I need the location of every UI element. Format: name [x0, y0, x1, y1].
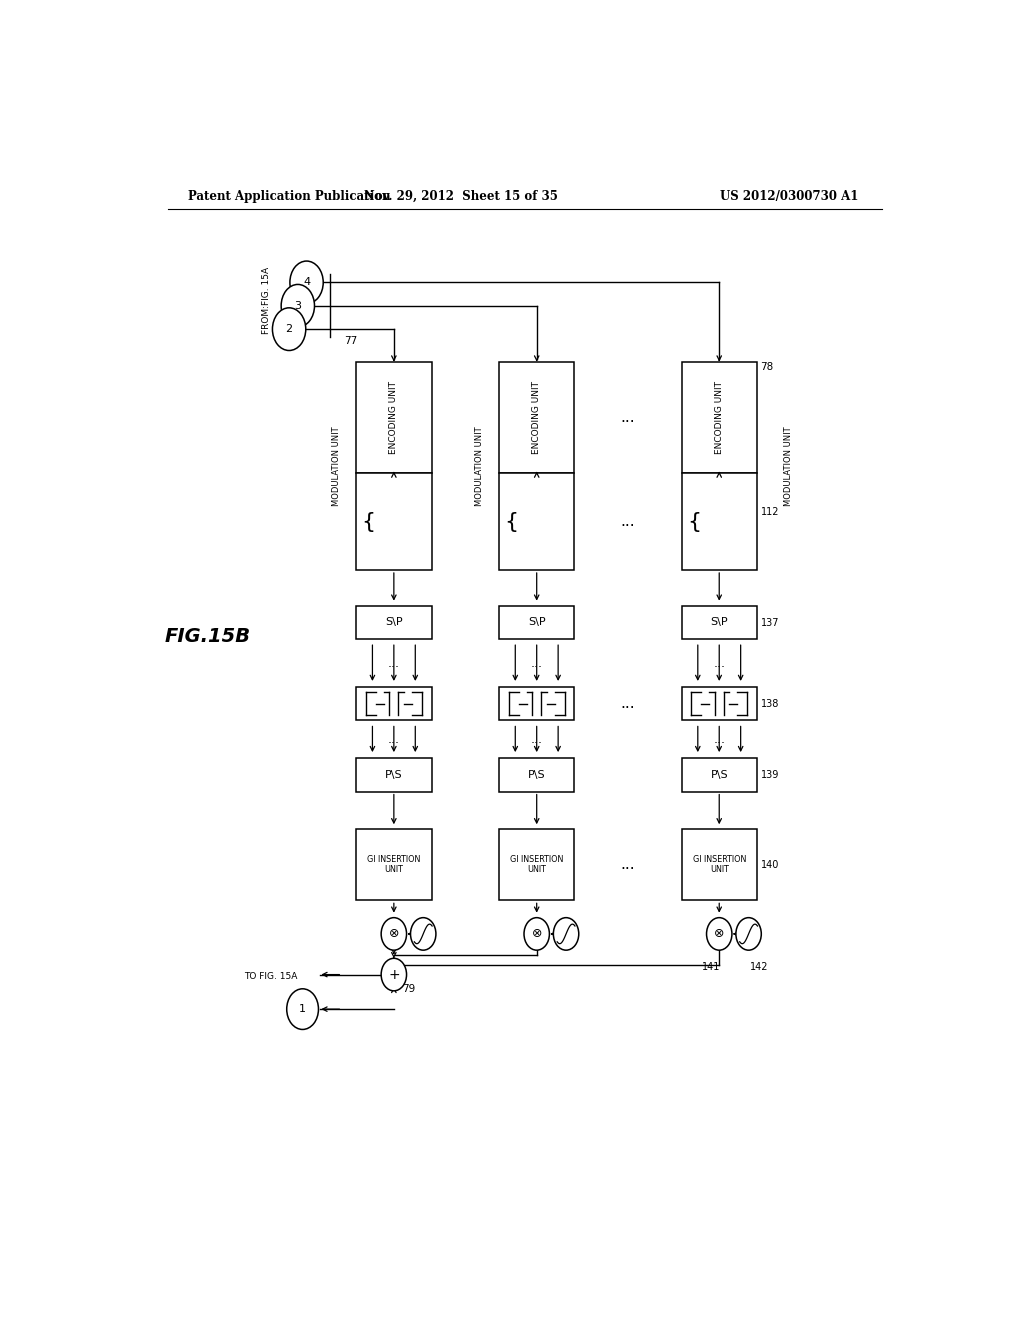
Text: GI INSERTION
UNIT: GI INSERTION UNIT	[692, 855, 745, 874]
Text: Nov. 29, 2012  Sheet 15 of 35: Nov. 29, 2012 Sheet 15 of 35	[365, 190, 558, 202]
Text: ⊗: ⊗	[531, 928, 542, 940]
Text: P\S: P\S	[711, 770, 728, 780]
Bar	[682, 829, 757, 900]
Text: 112: 112	[761, 507, 779, 517]
Bar	[356, 362, 431, 474]
Bar	[499, 362, 574, 474]
Text: ...: ...	[621, 411, 635, 425]
Text: ...: ...	[621, 515, 635, 529]
Text: {: {	[505, 512, 519, 532]
Circle shape	[381, 917, 407, 950]
Circle shape	[736, 917, 761, 950]
Circle shape	[553, 917, 579, 950]
Text: US 2012/0300730 A1: US 2012/0300730 A1	[720, 190, 858, 202]
Text: GI INSERTION
UNIT: GI INSERTION UNIT	[368, 855, 421, 874]
Text: ...: ...	[714, 656, 725, 669]
Circle shape	[381, 958, 407, 991]
Bar	[682, 686, 757, 721]
Circle shape	[411, 917, 436, 950]
Text: GI INSERTION
UNIT: GI INSERTION UNIT	[510, 855, 563, 874]
Text: MODULATION UNIT: MODULATION UNIT	[784, 426, 794, 506]
Bar	[356, 474, 431, 570]
Bar	[356, 686, 431, 721]
Text: P\S: P\S	[528, 770, 546, 780]
Bar	[499, 606, 574, 639]
Bar	[682, 474, 757, 570]
Text: 77: 77	[344, 337, 357, 346]
Text: ...: ...	[714, 733, 725, 746]
Text: 3: 3	[294, 301, 301, 310]
Text: ...: ...	[621, 857, 635, 873]
Text: +: +	[388, 968, 399, 982]
Text: 78: 78	[761, 362, 774, 372]
Text: ...: ...	[530, 733, 543, 746]
Text: 138: 138	[761, 700, 779, 709]
Bar	[356, 758, 431, 792]
Text: 2: 2	[286, 325, 293, 334]
Text: 142: 142	[750, 962, 768, 973]
Text: S\P: S\P	[385, 618, 402, 627]
Text: ...: ...	[388, 656, 399, 669]
Circle shape	[524, 917, 550, 950]
Text: 4: 4	[303, 277, 310, 288]
Text: ENCODING UNIT: ENCODING UNIT	[532, 381, 542, 454]
Bar	[499, 829, 574, 900]
Bar	[682, 362, 757, 474]
Text: 141: 141	[702, 962, 721, 973]
Text: 139: 139	[761, 771, 779, 780]
Text: S\P: S\P	[528, 618, 546, 627]
Text: ENCODING UNIT: ENCODING UNIT	[389, 381, 398, 454]
Text: ⊗: ⊗	[388, 928, 399, 940]
Text: FROM:FIG. 15A: FROM:FIG. 15A	[262, 267, 271, 334]
Bar	[499, 686, 574, 721]
Text: P\S: P\S	[385, 770, 402, 780]
Text: 1: 1	[299, 1005, 306, 1014]
Bar	[356, 606, 431, 639]
Circle shape	[282, 284, 314, 327]
Text: 79: 79	[401, 983, 415, 994]
Text: MODULATION UNIT: MODULATION UNIT	[475, 426, 483, 506]
Circle shape	[287, 989, 318, 1030]
Text: ⊗: ⊗	[714, 928, 725, 940]
Text: 140: 140	[761, 859, 779, 870]
Bar	[499, 474, 574, 570]
Text: ...: ...	[621, 696, 635, 711]
Text: FIG.15B: FIG.15B	[164, 627, 251, 645]
Bar	[682, 606, 757, 639]
Text: MODULATION UNIT: MODULATION UNIT	[332, 426, 341, 506]
Bar	[356, 829, 431, 900]
Circle shape	[272, 308, 306, 351]
Text: {: {	[687, 512, 701, 532]
Text: ...: ...	[388, 733, 399, 746]
Text: {: {	[361, 512, 376, 532]
Text: ...: ...	[530, 656, 543, 669]
Text: Patent Application Publication: Patent Application Publication	[187, 190, 390, 202]
Text: S\P: S\P	[711, 618, 728, 627]
Circle shape	[290, 261, 324, 304]
Text: ENCODING UNIT: ENCODING UNIT	[715, 381, 724, 454]
Text: TO FIG. 15A: TO FIG. 15A	[244, 972, 298, 981]
Bar	[499, 758, 574, 792]
Circle shape	[707, 917, 732, 950]
Text: 137: 137	[761, 618, 779, 628]
Bar	[682, 758, 757, 792]
